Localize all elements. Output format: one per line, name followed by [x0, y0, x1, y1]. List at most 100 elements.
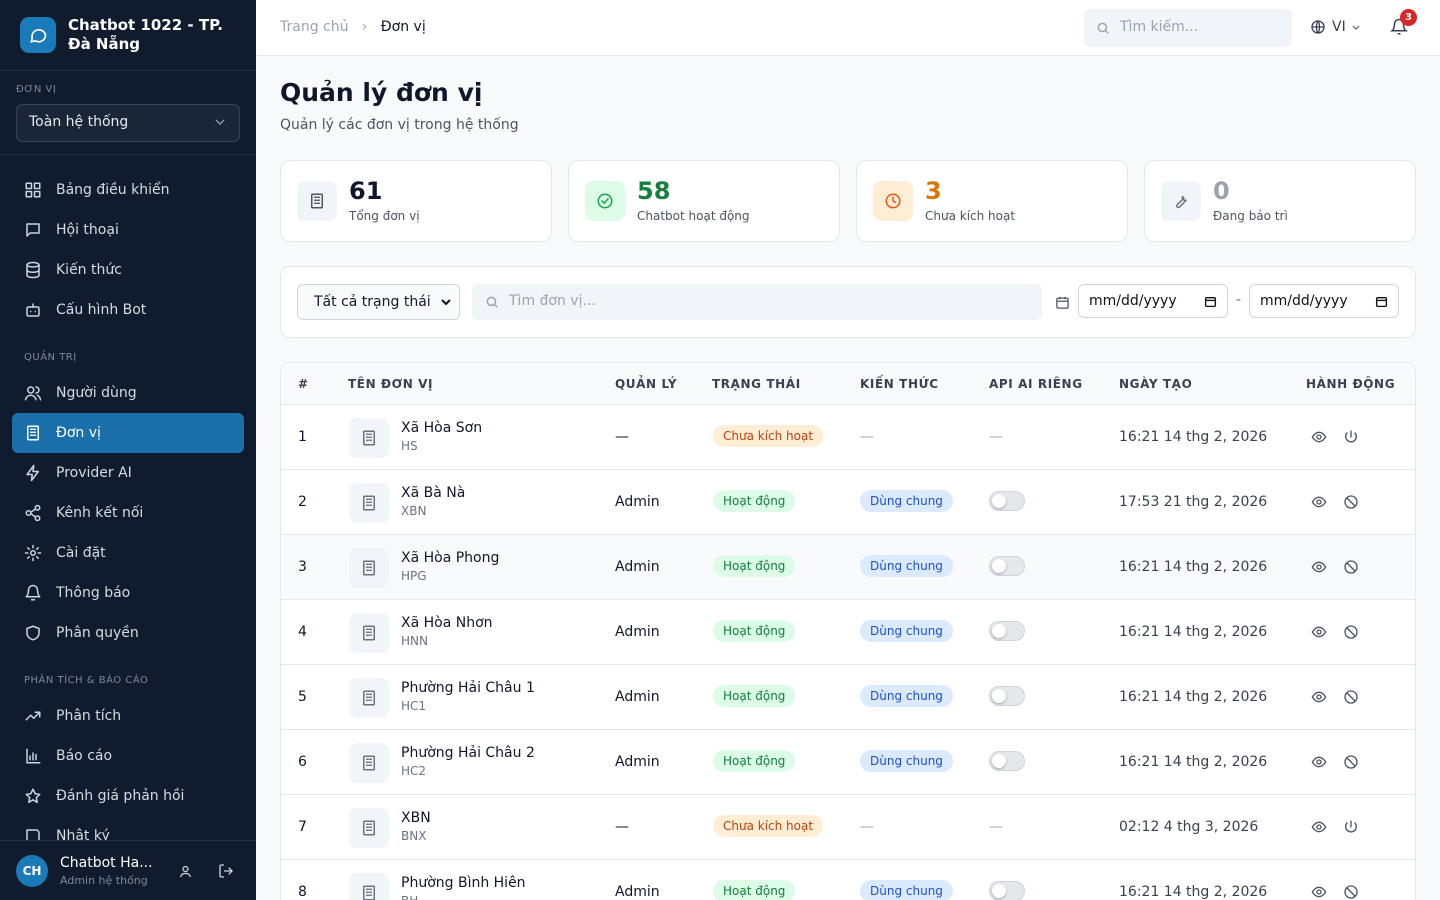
view-button[interactable] [1311, 884, 1327, 900]
menu-label: Hội thoại [56, 222, 119, 238]
stat-label: Đang bảo trì [1213, 209, 1288, 223]
api-toggle[interactable] [989, 751, 1025, 771]
disable-button[interactable] [1343, 494, 1359, 514]
unit-name[interactable]: Xã Bà Nà [401, 485, 466, 501]
language: VI [1332, 19, 1346, 35]
unit-name[interactable]: Phường Bình Hiên [401, 875, 526, 891]
menu-item[interactable]: Thông báo [12, 573, 244, 613]
menu-item[interactable]: Phân tích [12, 696, 244, 736]
date-from[interactable]: mm/dd/yyyy [1078, 284, 1228, 318]
menu-item[interactable]: Báo cáo [12, 736, 244, 776]
notification-bell[interactable] [1390, 18, 1408, 36]
global-search[interactable]: Tìm kiếm... [1084, 9, 1292, 47]
api-toggle[interactable] [989, 556, 1025, 576]
created-date: 16:21 14 thg 2, 2026 [1119, 559, 1268, 575]
section-label: QUẢN TRỊ [24, 352, 77, 363]
disable-button[interactable] [1343, 884, 1359, 900]
view-button[interactable] [1311, 819, 1327, 839]
view-button[interactable] [1311, 429, 1327, 449]
unit-icon [349, 678, 389, 718]
date-to[interactable]: mm/dd/yyyy [1249, 284, 1399, 318]
view-button[interactable] [1311, 689, 1327, 709]
menu-item[interactable]: Kênh kết nối [12, 493, 244, 533]
disable-button[interactable] [1343, 624, 1359, 644]
unit-name[interactable]: Xã Hòa Nhơn [401, 615, 493, 631]
stat-card: 58 Chatbot hoạt động [568, 160, 840, 242]
disable-button[interactable] [1343, 689, 1359, 709]
row-actions [1311, 429, 1359, 449]
activate-button[interactable] [1343, 819, 1359, 839]
unit-search[interactable]: Tìm đơn vị... [472, 284, 1042, 320]
unit-name[interactable]: Xã Hòa Sơn [401, 420, 483, 436]
menu-item[interactable]: Hội thoại [12, 210, 244, 250]
unit-icon [349, 743, 389, 783]
menu-icon [25, 788, 41, 804]
table-header: # TÊN ĐƠN VỊ QUẢN LÝ TRẠNG THÁI KIẾN THỨC API… [281, 363, 1415, 405]
view-button[interactable] [1311, 624, 1327, 644]
menu-icon [24, 386, 42, 401]
profile-icon[interactable] [178, 864, 193, 879]
api-toggle[interactable] [989, 686, 1025, 706]
api-toggle[interactable] [989, 491, 1025, 511]
menu-label: Provider AI [56, 465, 132, 481]
logo [20, 17, 56, 53]
row-index: 5 [298, 689, 307, 705]
view-button[interactable] [1311, 754, 1327, 774]
unit-name[interactable]: Phường Hải Châu 2 [401, 745, 535, 761]
disable-button[interactable] [1343, 559, 1359, 579]
menu-item[interactable]: Đánh giá phản hồi [12, 776, 244, 816]
knowledge-badge: Dùng chung [860, 750, 953, 772]
menu-item[interactable]: Provider AI [12, 453, 244, 493]
unit-name[interactable]: Xã Hòa Phong [401, 550, 500, 566]
menu-label: Đơn vị [56, 425, 101, 441]
table-row: 4 Xã Hòa Nhơn HNN Admin Hoạt động Dùng chung 1… [281, 600, 1415, 665]
brand[interactable]: Chatbot 1022 - TP. Đà Nẵng [20, 16, 238, 54]
stat-card: 61 Tổng đơn vị [280, 160, 552, 242]
disable-button[interactable] [1343, 754, 1359, 774]
menu-label: Phân tích [56, 708, 122, 724]
row-actions [1311, 559, 1359, 579]
row-index: 7 [298, 819, 307, 835]
unit-icon [349, 548, 389, 588]
api-toggle[interactable] [989, 881, 1025, 900]
unit-code: BH [401, 894, 418, 900]
menu-item[interactable]: Đơn vị [12, 413, 244, 453]
table-row: 3 Xã Hòa Phong HPG Admin Hoạt động Dùng chung… [281, 535, 1415, 600]
api-key: — [989, 819, 1003, 835]
row-index: 6 [298, 754, 307, 770]
knowledge-badge: Dùng chung [860, 490, 953, 512]
status-filter[interactable]: Tất cả trạng thái [297, 284, 460, 320]
activate-button[interactable] [1343, 429, 1359, 449]
breadcrumb: Trang chủ › Đơn vị [280, 19, 426, 35]
menu-item[interactable]: Phân quyền [12, 613, 244, 653]
api-toggle[interactable] [989, 621, 1025, 641]
menu-item[interactable]: Người dùng [12, 373, 244, 413]
menu-item[interactable]: Cấu hình Bot [12, 290, 244, 330]
status-filter-value: Tất cả trạng thái [314, 294, 431, 310]
menu-item[interactable]: Cài đặt [12, 533, 244, 573]
knowledge-badge: Dùng chung [860, 555, 953, 577]
unit-name[interactable]: Phường Hải Châu 1 [401, 680, 535, 696]
menu-item[interactable]: Kiến thức [12, 250, 244, 290]
breadcrumb-link[interactable]: Trang chủ [280, 19, 349, 35]
unit-name[interactable]: XBN [401, 810, 431, 826]
menu-icon [26, 748, 41, 764]
manager: Admin [615, 689, 660, 705]
logout-icon[interactable] [218, 863, 234, 879]
language-switch[interactable]: VI [1310, 19, 1360, 35]
row-actions [1311, 754, 1359, 774]
unit-code: HC2 [401, 764, 427, 778]
unit-icon [349, 808, 389, 848]
status-badge: Hoạt động [713, 685, 796, 707]
menu-icon [25, 182, 41, 198]
unit-select[interactable]: Toàn hệ thống [16, 104, 240, 142]
breadcrumb-current: Đơn vị [380, 19, 426, 35]
created-date: 16:21 14 thg 2, 2026 [1119, 884, 1268, 900]
view-button[interactable] [1311, 494, 1327, 514]
created-date: 16:21 14 thg 2, 2026 [1119, 754, 1268, 770]
stat-icon [297, 181, 337, 221]
unit-code: HC1 [401, 699, 427, 713]
date-from-placeholder: mm/dd/yyyy [1089, 293, 1177, 309]
view-button[interactable] [1311, 559, 1327, 579]
menu-item[interactable]: Bảng điều khiển [12, 170, 244, 210]
